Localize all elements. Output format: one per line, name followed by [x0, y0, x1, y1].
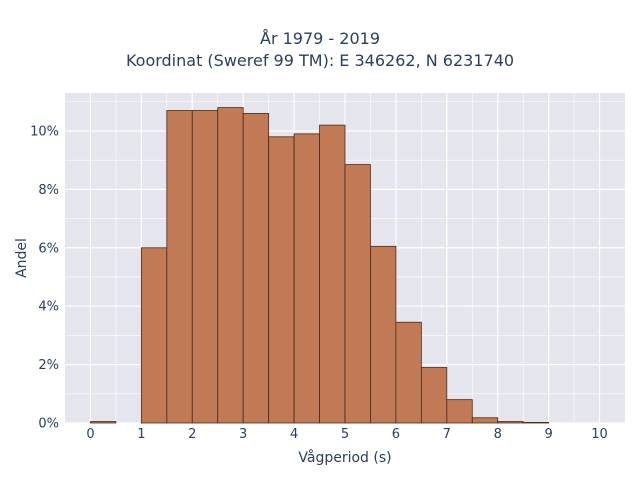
x-tick-label: 3	[239, 427, 247, 442]
x-tick-label: 4	[290, 427, 298, 442]
x-tick-label: 6	[392, 427, 400, 442]
x-tick-label: 7	[443, 427, 451, 442]
histogram-bar	[395, 321, 422, 424]
histogram-bar	[293, 133, 320, 424]
bars	[90, 107, 550, 424]
y-tick-label: 10%	[30, 124, 59, 139]
y-axis-ticks: 0% 2% 4% 6% 8% 10%	[30, 124, 59, 431]
x-tick-label: 1	[137, 427, 145, 442]
x-tick-label: 10	[591, 427, 608, 442]
histogram-bar	[522, 422, 550, 424]
histogram-bar	[344, 164, 371, 424]
y-axis-label: Andel	[14, 238, 30, 278]
y-tick-label: 0%	[38, 417, 59, 432]
histogram-bar	[90, 421, 117, 424]
y-tick-label: 4%	[38, 300, 59, 315]
x-axis-ticks: 0 1 2 3 4 5 6 7 8 9 10	[86, 427, 608, 442]
y-tick-label: 8%	[38, 183, 59, 198]
histogram-bar	[319, 124, 346, 424]
x-tick-label: 0	[86, 427, 94, 442]
histogram-bar	[191, 110, 219, 424]
histogram-bar	[370, 245, 397, 424]
histogram-bar	[268, 136, 295, 424]
x-tick-label: 9	[544, 427, 552, 442]
x-axis-label: Vågperiod (s)	[298, 449, 391, 466]
x-tick-label: 8	[494, 427, 502, 442]
histogram-bar	[420, 367, 448, 424]
y-tick-label: 6%	[38, 241, 59, 256]
chart-subtitle: Koordinat (Sweref 99 TM): E 346262, N 62…	[125, 51, 515, 70]
histogram-bar	[166, 110, 193, 424]
histogram-bar	[242, 113, 270, 424]
histogram-bar	[140, 247, 168, 424]
histogram-bar	[497, 421, 524, 424]
histogram-bar	[471, 417, 499, 424]
histogram-bar	[446, 399, 473, 424]
y-tick-label: 2%	[38, 358, 59, 373]
histogram-bar	[217, 107, 244, 424]
x-tick-label: 5	[341, 427, 349, 442]
chart-title: År 1979 - 2019	[260, 29, 380, 48]
x-tick-label: 2	[188, 427, 196, 442]
